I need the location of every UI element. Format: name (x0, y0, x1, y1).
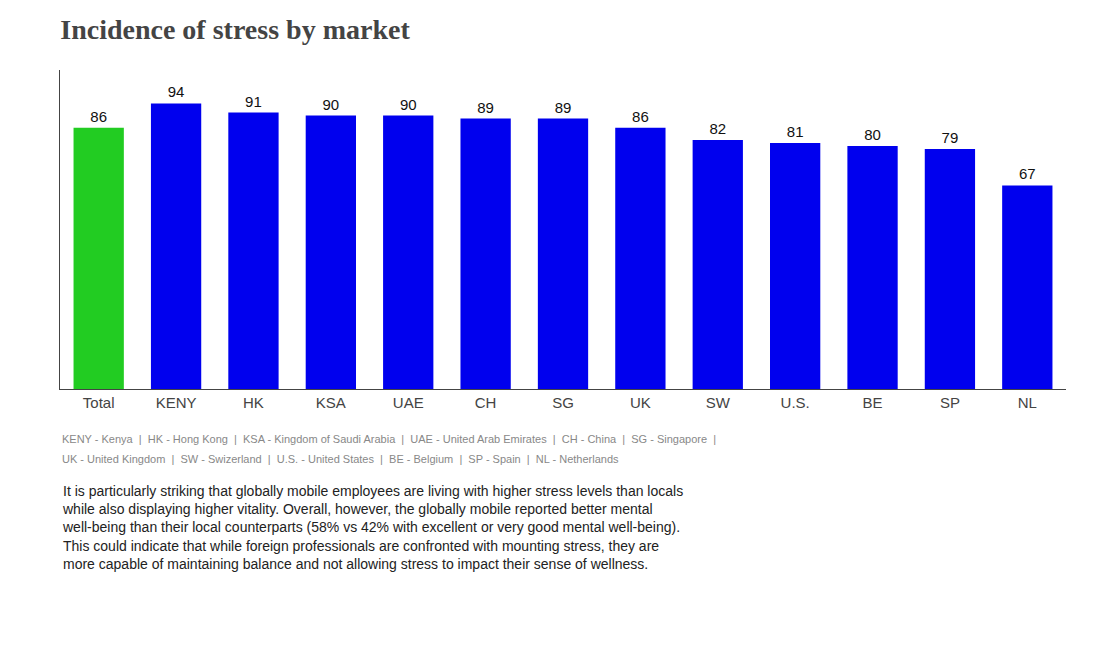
svg-text:80: 80 (864, 126, 881, 143)
svg-text:U.S.: U.S. (781, 394, 810, 411)
svg-text:86: 86 (632, 108, 649, 125)
svg-text:NL: NL (1018, 394, 1037, 411)
svg-text:It is particularly striking th: It is particularly striking that globall… (62, 483, 683, 572)
svg-text:SG: SG (552, 394, 574, 411)
svg-text:KSA: KSA (316, 394, 346, 411)
svg-text:94: 94 (168, 83, 185, 100)
svg-text:67: 67 (1019, 165, 1036, 182)
svg-text:UK: UK (630, 394, 651, 411)
svg-text:90: 90 (323, 96, 340, 113)
svg-text:UK - United Kingdom | SW - S: UK - United Kingdom | SW - Swizerland | … (62, 453, 619, 465)
svg-text:90: 90 (400, 96, 417, 113)
svg-text:79: 79 (942, 129, 959, 146)
svg-text:Total: Total (83, 394, 115, 411)
svg-text:UAE: UAE (393, 394, 424, 411)
svg-text:Incidence of stress by market: Incidence of stress by market (60, 14, 410, 45)
svg-text:89: 89 (555, 99, 572, 116)
svg-text:82: 82 (709, 120, 726, 137)
svg-text:SP: SP (940, 394, 960, 411)
svg-text:91: 91 (245, 93, 262, 110)
svg-text:89: 89 (477, 99, 494, 116)
svg-text:HK: HK (243, 394, 264, 411)
svg-text:CH: CH (475, 394, 497, 411)
svg-text:81: 81 (787, 123, 804, 140)
svg-text:86: 86 (90, 108, 107, 125)
svg-text:KENY - Kenya | HK - Hong Kon: KENY - Kenya | HK - Hong Kong | KSA - Ki… (62, 433, 716, 445)
svg-text:BE: BE (863, 394, 883, 411)
svg-text:KENY: KENY (156, 394, 197, 411)
svg-text:SW: SW (706, 394, 731, 411)
